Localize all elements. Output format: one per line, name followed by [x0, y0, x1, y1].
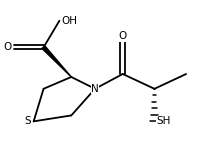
Text: SH: SH [156, 116, 171, 126]
Text: N: N [91, 84, 99, 94]
Text: O: O [4, 42, 12, 52]
Text: OH: OH [61, 16, 77, 26]
Text: S: S [24, 116, 31, 126]
Text: O: O [119, 31, 127, 41]
Polygon shape [42, 46, 71, 77]
